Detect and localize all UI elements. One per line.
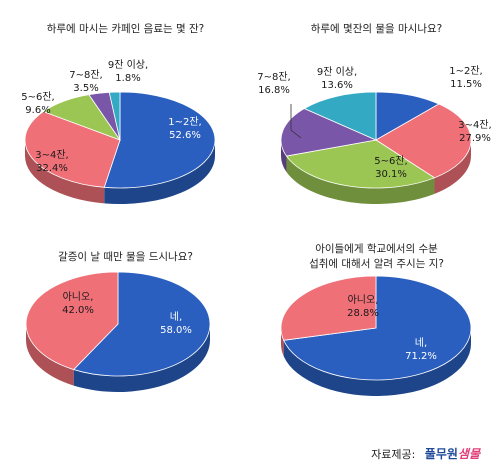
slice-label-value: 13.6% <box>321 80 353 91</box>
pie-slice-1 <box>375 103 472 179</box>
slice-label-name: 네, <box>415 337 427 349</box>
pie-chart: 네, 58.0% 아니오, 42.0% <box>25 271 211 392</box>
slice-label-value: 27.9% <box>459 133 491 144</box>
slice-label-name: 아니오, <box>63 291 94 303</box>
pie-slices <box>25 271 211 377</box>
pie-slice-2 <box>285 139 436 189</box>
slice-label-value: 71.2% <box>405 351 437 362</box>
slice-label-4: 9잔 이상, 1.8% <box>108 59 148 84</box>
slice-label-name: 7~8잔, <box>257 71 290 83</box>
pie-chart: 1~2잔, 52.6% 3~4잔, 32.4% 5~6잔, 9.6% 7~8잔, 3.5% 9잔… <box>21 59 216 204</box>
pie-slice-1 <box>25 271 119 371</box>
brand-logo: 풀무원샘물 <box>425 447 480 461</box>
slice-label-name: 5~6잔, <box>21 91 54 103</box>
slice-label-2: 5~6잔, 9.6% <box>21 91 54 116</box>
pie-labels: 네, 71.2% 아니오, 28.8% <box>347 294 437 362</box>
slice-label-4: 9잔 이상, 13.6% <box>317 66 357 91</box>
pie-slice-4 <box>303 91 377 141</box>
pie-chart: 네, 71.2% 아니오, 28.8% <box>280 275 472 396</box>
slice-label-0: 네, 71.2% <box>405 337 437 362</box>
pie-slice-4 <box>108 91 121 141</box>
slice-label-0: 1~2잔, 11.5% <box>449 65 482 90</box>
slice-label-value: 16.8% <box>258 85 290 96</box>
chart-title: 갈증이 날 때만 물을 드시나요? <box>58 251 193 263</box>
chart-title-line1: 아이들에게 학교에서의 수분 <box>315 243 438 255</box>
pie-side-1 <box>26 324 74 386</box>
slice-label-value: 9.6% <box>25 105 50 116</box>
pie-slices <box>24 91 216 189</box>
pie-side-3 <box>281 140 287 173</box>
slice-label-name: 1~2잔, <box>449 65 482 77</box>
pie-side-0 <box>73 324 210 392</box>
slice-label-name: 9잔 이상, <box>317 66 357 78</box>
slice-label-value: 3.5% <box>73 83 98 94</box>
pie-slice-0 <box>375 91 440 141</box>
slice-label-value: 42.0% <box>62 305 94 316</box>
slice-label-name: 1~2잔, <box>168 116 201 128</box>
pie-labels: 1~2잔, 11.5% 3~4잔, 27.9% 5~6잔, 30.1% 7~8잔, 16.8%… <box>257 65 491 180</box>
slice-label-0: 1~2잔, 52.6% <box>168 116 201 141</box>
chart-caffeine-drinks: 하루에 마시는 카페인 음료는 몇 잔? 1~2잔, 52.6% 3~4잔, 32.4… <box>0 0 251 219</box>
pie-slice-0 <box>283 275 472 381</box>
chart-title: 하루에 마시는 카페인 음료는 몇 잔? <box>46 23 205 35</box>
pie-slices <box>280 91 472 189</box>
slice-label-3: 7~8잔, 3.5% <box>69 69 102 94</box>
chart-school-hydration: 아이들에게 학교에서의 수분 섭취에 대해서 알려 주시는 지? 네, 71.2%… <box>251 228 502 447</box>
pie-slice-1 <box>24 111 121 188</box>
slice-label-1: 아니오, 42.0% <box>62 291 94 316</box>
slice-label-name: 3~4잔, <box>35 149 68 161</box>
chart-title-line2: 섭취에 대해서 알려 주시는 지? <box>309 258 444 270</box>
slice-label-name: 3~4잔, <box>458 119 491 131</box>
pie-slice-3 <box>280 108 378 157</box>
pie-labels: 네, 58.0% 아니오, 42.0% <box>62 291 192 336</box>
pie-slice-1 <box>280 275 377 341</box>
pie-side-2 <box>286 156 435 204</box>
slice-label-value: 30.1% <box>375 169 407 180</box>
pie-side-1 <box>434 140 471 194</box>
pie-side-1 <box>25 140 105 204</box>
slice-label-value: 32.4% <box>36 163 68 174</box>
chart-title: 하루에 몇잔의 물을 마시나요? <box>310 23 443 35</box>
pie-slices <box>280 275 472 381</box>
chart-thirst-only: 갈증이 날 때만 물을 드시나요? 네, 58.0% 아니오, 42.0% <box>0 228 251 447</box>
brand-main: 풀무원 <box>424 447 458 461</box>
slice-label-1: 아니오, 28.8% <box>347 294 379 319</box>
slice-label-value: 11.5% <box>450 79 482 90</box>
slice-label-1: 3~4잔, 32.4% <box>35 149 68 174</box>
source-credit: 자료제공: 풀무원샘물 <box>371 445 480 462</box>
slice-label-value: 52.6% <box>169 130 201 141</box>
slice-label-name: 7~8잔, <box>69 69 102 81</box>
slice-label-1: 3~4잔, 27.9% <box>458 119 491 144</box>
slice-label-name: 아니오, <box>348 294 379 306</box>
pie-labels: 1~2잔, 52.6% 3~4잔, 32.4% 5~6잔, 9.6% 7~8잔, 3.5% 9잔… <box>21 59 201 174</box>
slice-label-0: 네, 58.0% <box>160 311 192 336</box>
leader-line <box>290 104 302 139</box>
pie-slice-0 <box>72 271 211 377</box>
brand-accent: 샘물 <box>457 447 480 461</box>
slice-label-value: 58.0% <box>160 325 192 336</box>
slice-label-name: 5~6잔, <box>374 155 407 167</box>
pie-sides <box>281 140 471 204</box>
pie-sides <box>26 324 210 392</box>
chart-title: 아이들에게 학교에서의 수분 섭취에 대해서 알려 주시는 지? <box>251 242 502 272</box>
source-label: 자료제공: <box>371 448 416 461</box>
slice-label-value: 1.8% <box>115 73 140 84</box>
slice-label-3: 7~8잔, 16.8% <box>257 71 290 96</box>
pie-side-0 <box>283 328 471 396</box>
pie-chart: 1~2잔, 11.5% 3~4잔, 27.9% 5~6잔, 30.1% 7~8잔, 16.8%… <box>257 65 492 204</box>
pie-slice-0 <box>103 91 216 189</box>
slice-label-2: 5~6잔, 30.1% <box>374 155 407 180</box>
slice-label-name: 네, <box>170 311 182 323</box>
chart-water-cups: 하루에 몇잔의 물을 마시나요? 1~2잔, 11.5% 3~4잔, 27.9% 5~6… <box>251 0 502 219</box>
slice-label-value: 28.8% <box>347 308 379 319</box>
slice-label-name: 9잔 이상, <box>108 59 148 71</box>
